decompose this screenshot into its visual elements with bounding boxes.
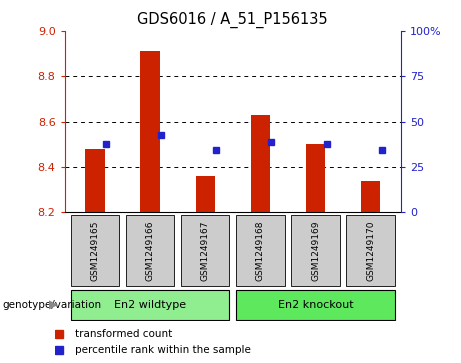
Text: En2 wildtype: En2 wildtype xyxy=(114,300,186,310)
FancyBboxPatch shape xyxy=(71,215,119,286)
Text: transformed count: transformed count xyxy=(75,329,172,339)
FancyBboxPatch shape xyxy=(236,215,284,286)
FancyBboxPatch shape xyxy=(291,215,340,286)
Text: GSM1249165: GSM1249165 xyxy=(90,220,100,281)
Bar xyxy=(251,115,270,212)
Title: GDS6016 / A_51_P156135: GDS6016 / A_51_P156135 xyxy=(137,12,328,28)
FancyBboxPatch shape xyxy=(181,215,230,286)
Text: GSM1249168: GSM1249168 xyxy=(256,220,265,281)
FancyBboxPatch shape xyxy=(126,215,174,286)
Text: GSM1249169: GSM1249169 xyxy=(311,220,320,281)
Bar xyxy=(141,51,160,212)
Bar xyxy=(306,144,325,212)
Text: GSM1249170: GSM1249170 xyxy=(366,220,375,281)
Text: percentile rank within the sample: percentile rank within the sample xyxy=(75,344,251,355)
FancyBboxPatch shape xyxy=(347,215,395,286)
Text: En2 knockout: En2 knockout xyxy=(278,300,354,310)
Bar xyxy=(361,180,380,212)
Text: GSM1249167: GSM1249167 xyxy=(201,220,210,281)
Bar xyxy=(195,176,215,212)
Text: genotype/variation: genotype/variation xyxy=(2,300,101,310)
Text: GSM1249166: GSM1249166 xyxy=(146,220,154,281)
FancyBboxPatch shape xyxy=(71,290,230,320)
Bar xyxy=(85,149,105,212)
Text: ▶: ▶ xyxy=(48,298,58,311)
FancyBboxPatch shape xyxy=(236,290,395,320)
